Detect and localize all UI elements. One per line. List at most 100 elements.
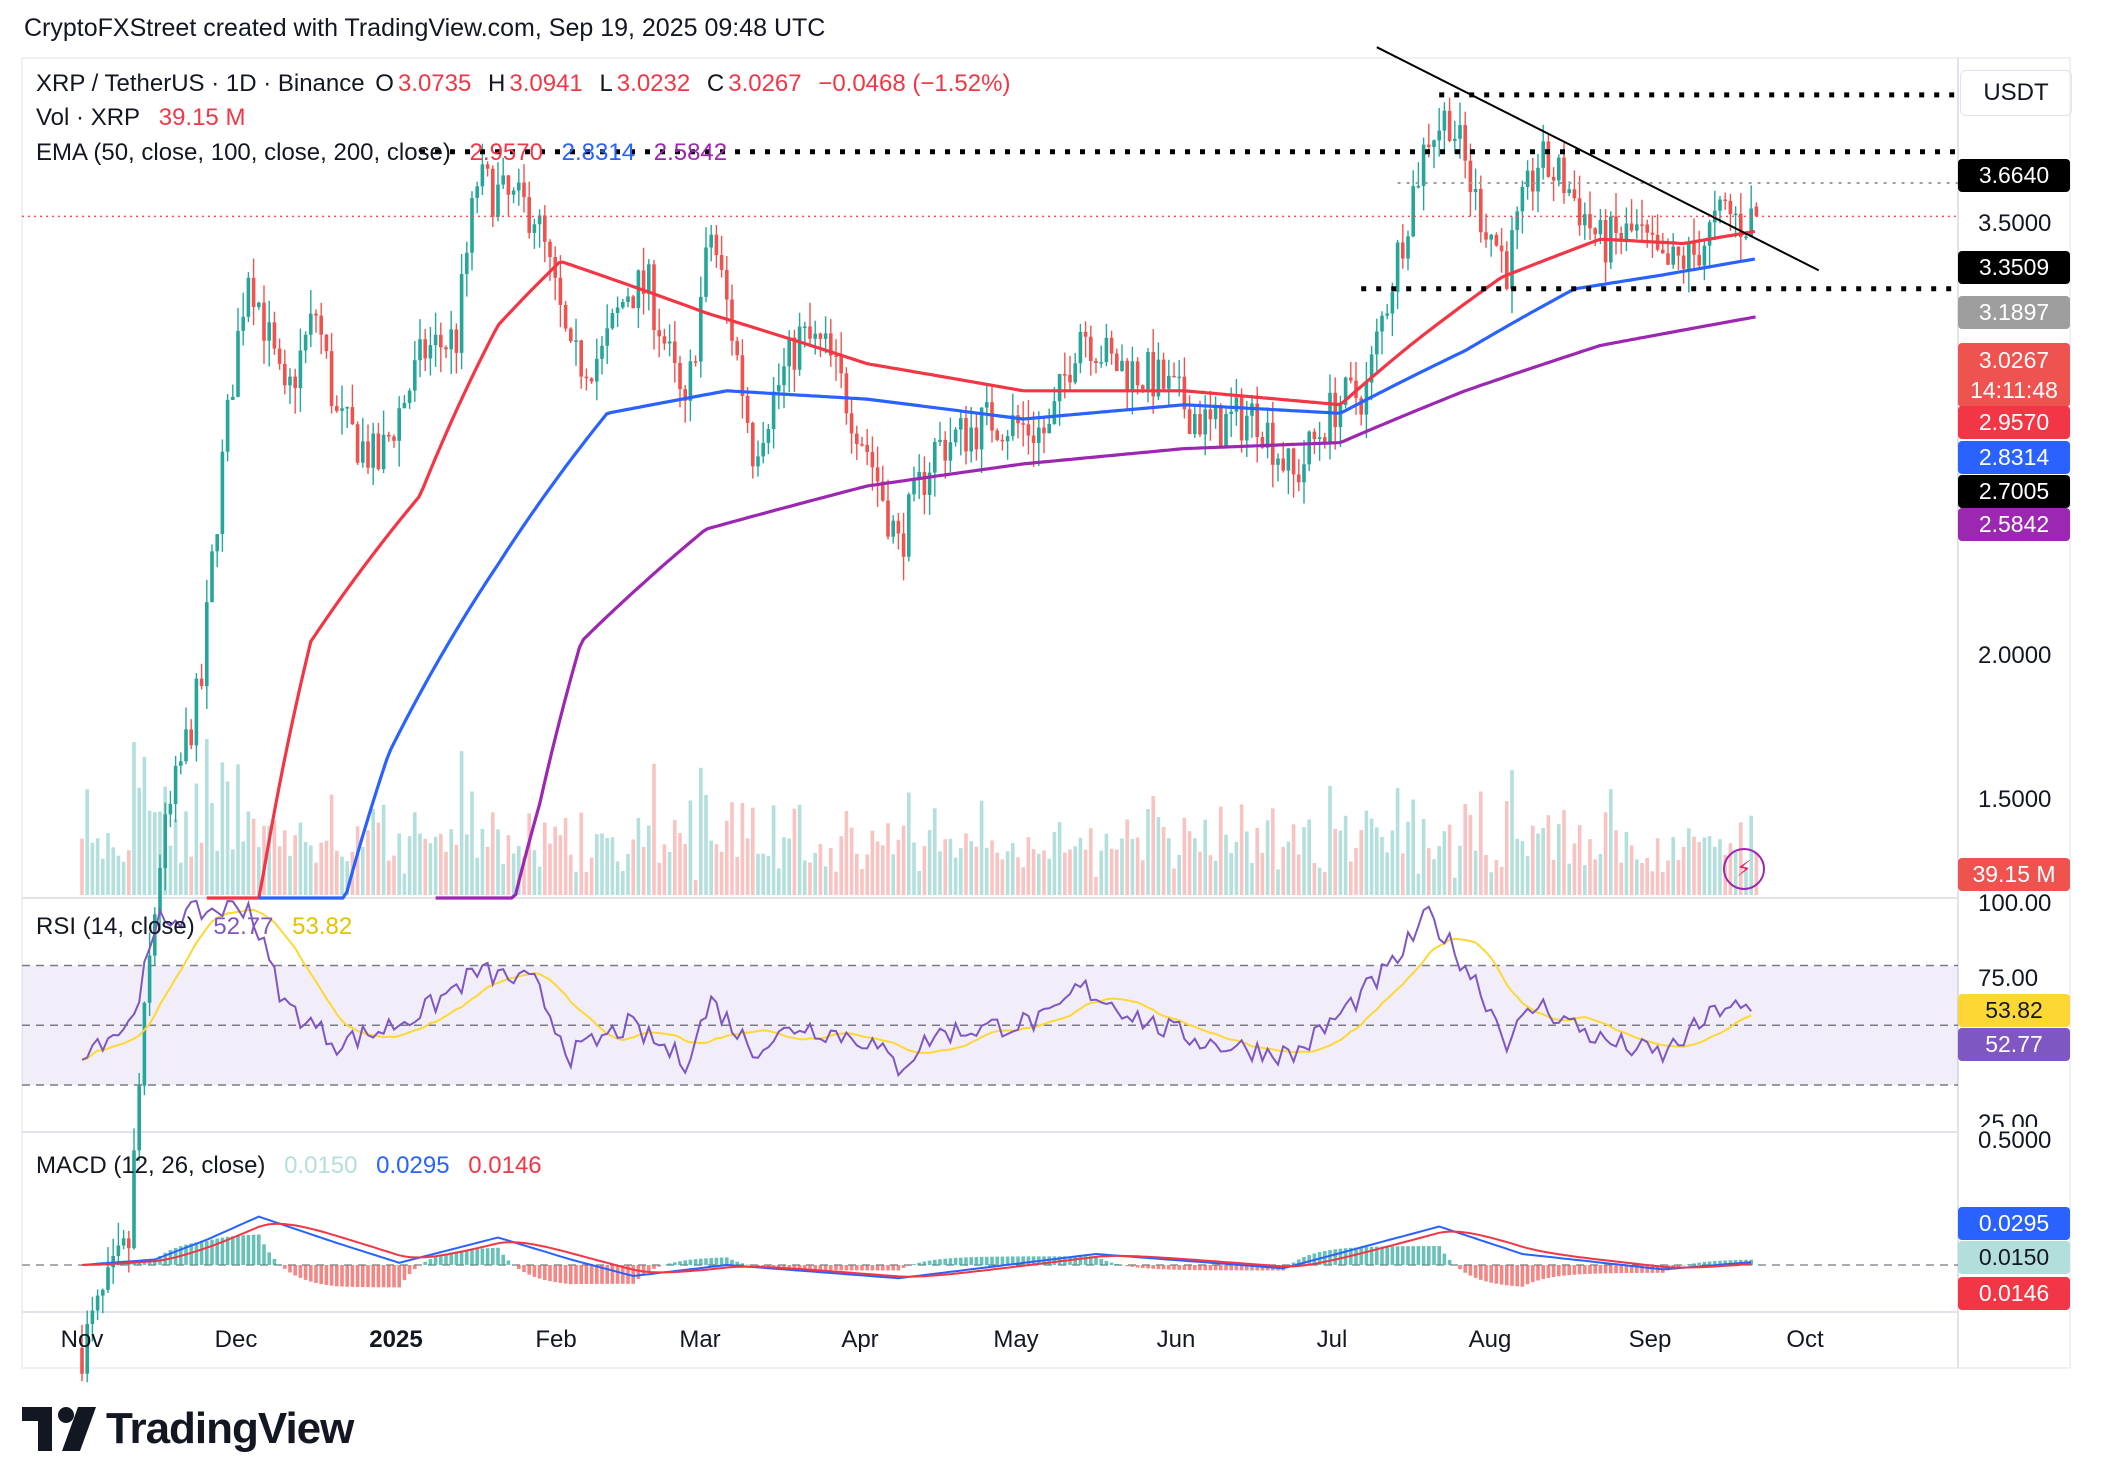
candle-body [1515,211,1519,231]
candlesticks[interactable] [80,97,1759,1383]
candle-body [1650,232,1655,235]
macd-hist-bar [704,1258,708,1265]
candle-body [1219,405,1223,447]
candle-body [933,441,937,473]
macd-hist-bar [277,1264,282,1265]
volume-bar [839,836,843,895]
volume-bar [95,838,100,895]
macd-label[interactable]: MACD (12, 26, close) [36,1152,266,1179]
candle-body [1156,359,1161,397]
candle-body [881,481,885,501]
macd-hist-bar [1354,1247,1358,1265]
macd-hist-bar [1499,1265,1504,1285]
macd-hist-bar [1557,1265,1561,1277]
volume-bar [1489,872,1493,895]
badge-level-grey[interactable]: 3.1897 [1958,296,2070,329]
macd-hist-bar [501,1254,505,1265]
macd-hist-bar [1291,1262,1296,1265]
volume-bar [1312,863,1317,895]
volume-bar [964,833,968,895]
volume-bar [137,787,141,895]
volume-bar [725,820,729,895]
candle-body [418,339,422,361]
candle-body [1338,404,1343,428]
candle-body [454,329,459,353]
volume-bar [719,851,724,895]
volume-bar [1588,839,1592,895]
macd-hist-bar [1307,1255,1311,1265]
badge-level-top[interactable]: 3.6640 [1958,159,2070,192]
volume-bar [1697,842,1701,895]
badge-last-price: 3.0267 14:11:48 [1958,343,2070,407]
rsi-label[interactable]: RSI (14, close) [36,913,195,940]
candle-body [1598,220,1603,235]
candle-body [215,534,219,552]
macd-hist-bar [517,1265,521,1269]
macd-hist-bar [1000,1256,1005,1265]
volume-bar [1380,836,1384,895]
volume-bar [225,781,230,895]
macd-hist-bar [397,1265,401,1288]
volume-bar [329,794,334,895]
macd-lines [22,1215,1958,1288]
candle-body [1021,423,1025,425]
candle-body [1437,130,1441,141]
symbol-title[interactable]: XRP / TetherUS · 1D · Binance [36,70,365,97]
macd-hist-bar [355,1265,360,1287]
candle-body [1141,385,1145,390]
macd-hist-bar [1203,1265,1207,1271]
candle-body [1063,374,1067,376]
horizontal-levels[interactable] [22,46,1958,292]
candle-body [475,186,479,198]
macd-hist-bar [1338,1248,1343,1265]
macd-hist-bar [563,1265,568,1284]
macd-hist-bar [1395,1246,1400,1265]
volume-bar [860,868,864,895]
candle-body [818,333,823,339]
volume-bar [1068,849,1072,895]
volume-bar [335,850,339,895]
volume-bar [1109,848,1114,895]
volume-bar [1187,831,1192,895]
volume-bar [1229,853,1233,895]
macd-hist-bar [813,1265,817,1271]
candle-body [1546,141,1551,177]
badge-level-resistance[interactable]: 3.3509 [1958,251,2070,284]
volume-value: 39.15 M [158,104,246,131]
macd-hist-bar [1073,1256,1077,1265]
macd-hist-bar [1723,1260,1727,1265]
candle-body [1692,241,1696,255]
currency-selector[interactable]: USDT [1960,70,2072,116]
ema-label[interactable]: EMA (50, close, 100, close, 200, close) [36,139,451,166]
badge-level-support[interactable]: 2.7005 [1958,475,2070,508]
macd-hist-bar [1182,1265,1187,1270]
macd-hist-bar [1016,1256,1020,1265]
candle-body [1572,189,1577,199]
x-tick-2025: 2025 [369,1326,423,1353]
macd-hist-bar [647,1265,651,1272]
lightning-icon[interactable]: ⚡ [1723,848,1765,890]
volume-label[interactable]: Vol · XRP [36,104,141,131]
macd-hist-bar [153,1259,157,1265]
macd-hist-bar [376,1265,381,1288]
macd-hist-bar [844,1265,849,1271]
candle-body [350,407,355,425]
x-tick-jun: Jun [1156,1326,1196,1353]
volume-bar [1369,818,1374,895]
candle-body [1198,414,1202,435]
macd-hist-bar [1702,1261,1707,1265]
macd-hist-bar [366,1265,370,1288]
tradingview-wordmark: TradingView [106,1404,354,1453]
macd-hist-bar [803,1265,807,1270]
macd-hist-bar [1187,1265,1192,1271]
candle-body [548,241,552,258]
volume-bar [272,820,277,895]
macd-hist-bar [631,1265,635,1284]
candle-body [766,429,771,443]
macd-hist-bar [1588,1265,1592,1274]
candle-body [1702,245,1707,266]
volume-bar [1057,822,1062,895]
candle-body [1676,246,1681,256]
macd-hist-bar [1177,1265,1181,1270]
